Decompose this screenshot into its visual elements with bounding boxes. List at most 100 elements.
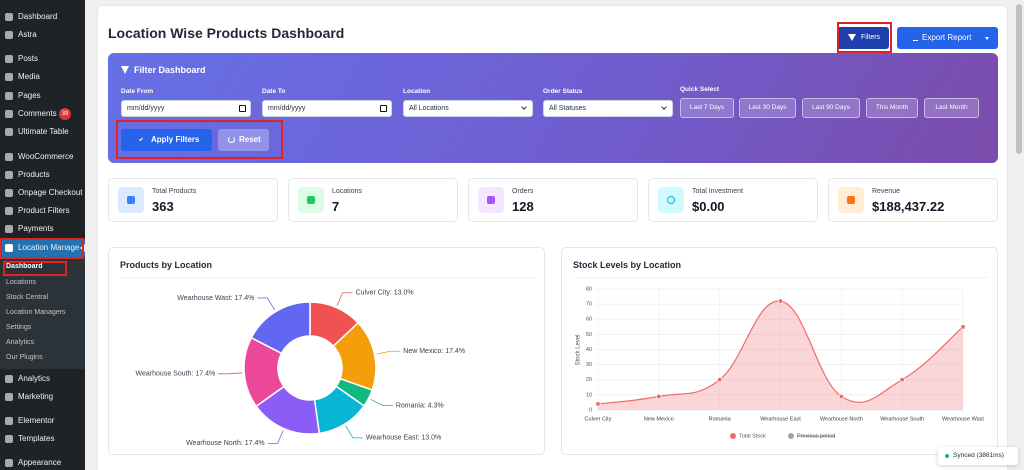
menu-icon bbox=[5, 128, 13, 136]
scrollbar-track bbox=[1014, 0, 1024, 470]
input-value: mm/dd/yyyy bbox=[268, 105, 306, 112]
leader-line bbox=[218, 372, 243, 375]
menu-label: Onpage Checkout bbox=[18, 188, 83, 197]
menu-label: Templates bbox=[18, 434, 55, 443]
slice-label: Wearhouse North: 17.4% bbox=[186, 440, 264, 447]
input-value: All Statuses bbox=[549, 105, 586, 112]
point bbox=[656, 393, 662, 400]
leader-line bbox=[370, 398, 393, 407]
scrollbar-thumb bbox=[1016, 4, 1022, 154]
y-tick-label: 70 bbox=[586, 302, 592, 308]
menu-item[interactable]: Product Filters bbox=[0, 202, 85, 220]
submenu-item[interactable]: Our Plugins bbox=[6, 354, 43, 361]
stat-card: Orders 128 bbox=[468, 178, 638, 222]
field-label: Quick Select bbox=[680, 86, 720, 93]
menu-item[interactable]: Comments 39 bbox=[0, 105, 85, 123]
quick-select-button[interactable]: Last Month bbox=[924, 98, 979, 118]
stat-glyph bbox=[667, 196, 675, 204]
menu-icon bbox=[5, 110, 13, 118]
menu-icon bbox=[5, 225, 13, 233]
x-tick-label: Wearhouse Wast bbox=[942, 416, 984, 422]
menu-item[interactable]: Marketing bbox=[0, 388, 85, 406]
menu-item[interactable]: Products bbox=[0, 166, 85, 184]
stat-value: 7 bbox=[332, 199, 340, 214]
menu-icon bbox=[5, 189, 13, 197]
menu-item[interactable]: Analytics bbox=[0, 370, 85, 388]
chart-title-rule bbox=[120, 277, 535, 278]
stat-icon bbox=[838, 187, 864, 213]
filters-button[interactable]: Filters bbox=[837, 27, 889, 49]
y-tick-label: 80 bbox=[586, 286, 592, 292]
legend-label: Previous period bbox=[797, 433, 835, 439]
submenu-item[interactable]: Dashboard bbox=[6, 263, 43, 270]
menu-item[interactable]: Appearance bbox=[0, 454, 85, 470]
submenu-item[interactable]: Locations bbox=[6, 279, 36, 286]
highlight-box bbox=[3, 261, 67, 276]
menu-item[interactable]: Posts bbox=[0, 50, 85, 68]
menu-item[interactable]: Astra bbox=[0, 26, 85, 44]
submenu-item[interactable]: Stock Central bbox=[6, 294, 49, 301]
quick-select-button[interactable]: Last 30 Days bbox=[739, 98, 796, 118]
export-icon bbox=[913, 34, 918, 41]
menu-item[interactable]: Dashboard bbox=[0, 8, 85, 26]
menu-item[interactable]: Elementor bbox=[0, 412, 85, 430]
field-label: Date From bbox=[121, 88, 154, 95]
submenu-item[interactable]: Location Managers bbox=[6, 309, 66, 316]
y-tick-label: 0 bbox=[589, 407, 592, 413]
pie-slice bbox=[250, 301, 311, 355]
select-input[interactable]: All Locations bbox=[403, 100, 533, 117]
menu-icon bbox=[5, 417, 13, 425]
export-button[interactable]: Export Report bbox=[897, 27, 998, 49]
y-tick-label: 40 bbox=[586, 347, 592, 353]
y-tick-label: 30 bbox=[586, 362, 592, 368]
date-input[interactable]: mm/dd/yyyy bbox=[121, 100, 251, 117]
menu-item[interactable]: Onpage Checkout bbox=[0, 184, 85, 202]
menu-item[interactable]: Media bbox=[0, 68, 85, 86]
stat-card: Total Investment $0.00 bbox=[648, 178, 818, 222]
x-tick-label: New Mexico bbox=[644, 416, 674, 422]
point bbox=[838, 393, 844, 400]
legend-swatch bbox=[730, 433, 736, 439]
menu-label: Pages bbox=[18, 91, 41, 100]
menu-label: Media bbox=[18, 72, 40, 81]
submenu-item[interactable]: Analytics bbox=[6, 339, 35, 346]
funnel-icon bbox=[121, 66, 129, 74]
field-label: Date To bbox=[262, 88, 286, 95]
menu-label: Appearance bbox=[18, 458, 62, 467]
menu-item[interactable]: Templates bbox=[0, 430, 85, 448]
stat-value: 128 bbox=[512, 199, 534, 214]
y-axis-label: Stock Level bbox=[576, 334, 582, 365]
menu-item[interactable]: Payments bbox=[0, 220, 85, 238]
y-tick-label: 20 bbox=[586, 377, 592, 383]
submenu bbox=[0, 258, 85, 369]
stat-glyph bbox=[847, 196, 855, 204]
funnel-icon bbox=[848, 34, 856, 41]
reset-button[interactable]: Reset bbox=[218, 129, 269, 151]
x-tick-label: Wearhouse East bbox=[760, 416, 801, 422]
select-input[interactable]: All Statuses bbox=[543, 100, 673, 117]
leader-line bbox=[345, 425, 363, 439]
slice-label: New Mexico: 17.4% bbox=[403, 348, 465, 355]
date-input[interactable]: mm/dd/yyyy bbox=[262, 100, 392, 117]
menu-label: Astra bbox=[18, 30, 37, 39]
menu-item[interactable]: Pages bbox=[0, 87, 85, 105]
menu-label: Product Filters bbox=[18, 206, 70, 215]
quick-select-button[interactable]: This Month bbox=[866, 98, 918, 118]
stat-card: Locations 7 bbox=[288, 178, 458, 222]
stat-glyph bbox=[487, 196, 495, 204]
y-tick-label: 10 bbox=[586, 392, 592, 398]
leader-line bbox=[267, 430, 284, 444]
apply-button[interactable]: Apply Filters bbox=[121, 129, 212, 151]
field-label: Order Status bbox=[543, 88, 583, 95]
menu-item[interactable]: WooCommerce bbox=[0, 148, 85, 166]
menu-label: Location Manage bbox=[18, 243, 80, 252]
stat-value: 363 bbox=[152, 199, 174, 214]
quick-select-button[interactable]: Last 90 Days bbox=[802, 98, 860, 118]
slice-label: Culver City: 13.0% bbox=[356, 290, 414, 297]
menu-label: Dashboard bbox=[18, 12, 58, 21]
stat-card: Revenue $188,437.22 bbox=[828, 178, 998, 222]
quick-select-button[interactable]: Last 7 Days bbox=[680, 98, 734, 118]
menu-label: Analytics bbox=[18, 374, 51, 383]
submenu-item[interactable]: Settings bbox=[6, 324, 32, 331]
menu-item[interactable]: Ultimate Table bbox=[0, 123, 85, 141]
